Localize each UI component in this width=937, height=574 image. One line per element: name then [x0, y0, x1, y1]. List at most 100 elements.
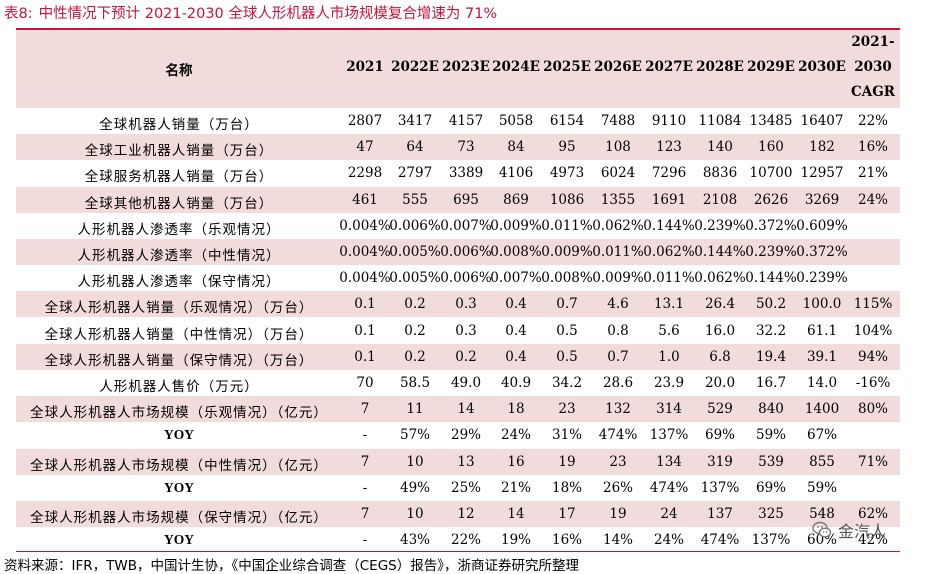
table-cell: 0.007% — [490, 270, 542, 287]
table-cell: 123 — [656, 139, 682, 156]
row-label: 全球机器人销量（万台） — [99, 117, 259, 133]
row-label: 全球人形机器人销量（乐观情况）（万台） — [44, 300, 314, 317]
table-cell: 11084 — [698, 113, 742, 129]
table-cell: 0.004% — [339, 244, 391, 260]
table-cell: 0.006% — [440, 244, 492, 260]
cagr-cell: 42% — [857, 532, 888, 549]
table-cell: 32.2 — [755, 322, 787, 339]
table-cell: 67% — [806, 427, 837, 444]
table-cell: 11 — [406, 401, 424, 418]
header-year: 2025E — [543, 59, 591, 75]
cagr-cell: 71% — [857, 453, 888, 470]
table-cell: 6154 — [549, 113, 585, 129]
table-cell: 18% — [551, 479, 582, 496]
table-cell: 40.9 — [500, 375, 532, 391]
row-band — [16, 291, 900, 318]
table-cell: 6.8 — [709, 348, 731, 365]
table-cell: 134 — [656, 453, 682, 470]
bottom-rule — [16, 551, 900, 552]
row-band — [16, 239, 900, 265]
table-cell: 319 — [707, 453, 733, 470]
table-title-text: 中性情况下预计 2021-2030 全球人形机器人市场规模复合增速为 71% — [38, 6, 498, 22]
table-cell: 50.2 — [755, 296, 787, 313]
table-cell: 95 — [558, 139, 576, 156]
table-cell: 0.062% — [694, 270, 746, 287]
table-cell: 0.372% — [796, 244, 848, 260]
table-cell: 0.062% — [592, 217, 644, 234]
table-cell: 474% — [598, 427, 638, 444]
table-cell: 26% — [602, 479, 633, 496]
table-cell: 0.4 — [505, 296, 527, 313]
table-cell: 100.0 — [802, 296, 842, 313]
table-cell: 0.011% — [643, 270, 695, 287]
table-cell: 19 — [558, 453, 576, 470]
table-cell: 19.4 — [755, 348, 787, 365]
table-cell: 14% — [602, 532, 633, 549]
table-cell: 1086 — [549, 191, 585, 208]
watermark: 金汽人 — [812, 519, 906, 541]
cagr-cell: 21% — [857, 165, 888, 182]
table-cell: 60% — [806, 532, 837, 549]
table-cell: 3417 — [397, 113, 433, 129]
table-cell: 4973 — [549, 165, 585, 182]
table-cell: 16407 — [800, 113, 844, 129]
table-cell: 49% — [399, 479, 430, 496]
cagr-cell: 62% — [857, 506, 888, 522]
table-cell: 132 — [605, 401, 631, 418]
row-label: 全球人形机器人销量（中性情况）（万台） — [44, 326, 314, 343]
table-cell: 0.144% — [694, 244, 746, 260]
cagr-cell: 104% — [853, 322, 893, 339]
table-cell: 840 — [758, 401, 784, 418]
row-label: 全球人形机器人销量（保守情况）（万台） — [44, 352, 314, 369]
row-label: 全球人形机器人市场规模（乐观情况）（亿元） — [30, 405, 328, 422]
table-cell: 69% — [755, 479, 786, 496]
table-cell: 19 — [609, 506, 627, 522]
table-cell: 29% — [450, 427, 481, 444]
table-cell: 2298 — [347, 165, 383, 182]
row-label: 人形机器人渗透率（保守情况） — [77, 274, 281, 291]
table-cell: 548 — [809, 506, 835, 522]
table-cell: 23.9 — [653, 375, 685, 391]
table-cell: 4.6 — [607, 296, 629, 313]
table-cell: 0.5 — [556, 348, 578, 365]
table-cell: 10 — [406, 453, 424, 470]
table-cell: 0.009% — [541, 244, 593, 260]
table-cell: 4157 — [448, 113, 484, 129]
table-cell: 0.2 — [404, 296, 426, 313]
table-cell: 21% — [500, 479, 531, 496]
table-cell: 12957 — [800, 165, 844, 182]
table-cell: 61.1 — [806, 322, 838, 339]
table-cell: 0.4 — [505, 348, 527, 365]
header-year: 2022E — [391, 59, 439, 75]
table-cell: 43% — [399, 532, 430, 549]
table-cell: 0.7 — [607, 348, 629, 365]
table-cell: 17 — [558, 506, 576, 522]
table-cell: 0.144% — [643, 217, 695, 234]
cagr-cell: 80% — [857, 401, 888, 418]
table-cell: 474% — [649, 479, 689, 496]
header-year: 2026E — [594, 59, 642, 75]
table-cell: 1691 — [651, 191, 687, 208]
table-cell: 13.1 — [653, 296, 685, 313]
table-cell: - — [362, 532, 368, 549]
row-label: YOY — [164, 479, 194, 495]
table-cell: 10 — [406, 506, 424, 522]
table-cell: 0.4 — [505, 322, 527, 339]
table-cell: 0.1 — [354, 348, 376, 365]
row-label: 全球工业机器人销量（万台） — [84, 143, 274, 160]
table-cell: 0.008% — [490, 244, 542, 260]
table-cell: 84 — [507, 139, 525, 156]
table-cell: 24% — [653, 532, 684, 549]
header-cagr: 2021- — [851, 34, 895, 50]
table-cell: 70 — [356, 375, 374, 391]
row-label: 人形机器人渗透率（中性情况） — [77, 248, 281, 264]
table-cell: 7296 — [651, 165, 687, 182]
table-cell: 1400 — [804, 401, 840, 418]
row-label: 人形机器人渗透率（乐观情况） — [77, 221, 281, 238]
table-cell: 16% — [551, 532, 582, 549]
table-cell: 7 — [360, 506, 370, 522]
table-cell: 0.1 — [354, 322, 376, 339]
table-cell: 31% — [551, 427, 582, 444]
header-cagr: CAGR — [851, 84, 895, 100]
table-cell: 0.239% — [796, 270, 848, 287]
